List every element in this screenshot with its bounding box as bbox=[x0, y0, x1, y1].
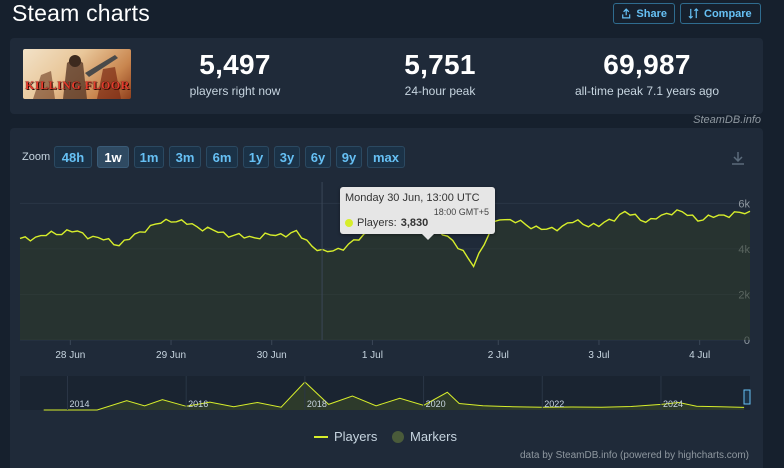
x-tick-label: 28 Jun bbox=[55, 350, 85, 361]
page-title: Steam charts bbox=[12, 0, 150, 26]
legend-players-label: Players bbox=[334, 429, 378, 444]
navigator-year-label: 2024 bbox=[663, 399, 683, 409]
download-icon[interactable] bbox=[730, 150, 746, 166]
navigator-handle bbox=[743, 389, 751, 405]
zoom-1y-button[interactable]: 1y bbox=[243, 146, 269, 168]
tooltip-series-label: Players: bbox=[357, 217, 397, 229]
x-tick-label: 2 Jul bbox=[488, 350, 509, 361]
stat-current: 5,497 players right now bbox=[150, 49, 320, 99]
zoom-1m-button[interactable]: 1m bbox=[134, 146, 164, 168]
steamdb-credit[interactable]: SteamDB.info bbox=[693, 114, 761, 126]
x-tick-label: 1 Jul bbox=[362, 350, 383, 361]
tooltip-series-dot bbox=[345, 219, 353, 227]
legend-markers[interactable]: Markers bbox=[392, 429, 457, 444]
tooltip-value: 3,830 bbox=[400, 217, 429, 229]
navigator-area bbox=[43, 382, 745, 410]
x-tick-label: 3 Jul bbox=[588, 350, 609, 361]
footer-credit: data by SteamDB.info (powered by highcha… bbox=[520, 450, 749, 461]
stat-all-time-peak-label: all-time peak 7.1 years ago bbox=[574, 84, 720, 98]
navigator-chart[interactable]: 2014 2016 2018 2020 2022 2024 bbox=[10, 376, 763, 421]
y-tick-label: 0 bbox=[744, 335, 750, 347]
zoom-label: Zoom bbox=[22, 151, 51, 163]
game-header-image[interactable]: KILLING FLOOR 2 bbox=[23, 49, 131, 99]
share-button[interactable]: Share bbox=[613, 3, 675, 24]
legend-players[interactable]: Players bbox=[314, 429, 377, 444]
zoom-9y-button[interactable]: 9y bbox=[336, 146, 362, 168]
compare-icon bbox=[688, 8, 699, 19]
game-art bbox=[33, 55, 121, 99]
share-icon bbox=[622, 8, 631, 19]
zoom-48h-button[interactable]: 48h bbox=[54, 146, 92, 168]
stat-current-value: 5,497 bbox=[199, 49, 271, 80]
navigator-year-label: 2022 bbox=[544, 399, 564, 409]
navigator-line bbox=[43, 381, 745, 411]
share-label: Share bbox=[636, 7, 667, 20]
zoom-3m-button[interactable]: 3m bbox=[169, 146, 201, 168]
x-tick-label: 4 Jul bbox=[689, 350, 710, 361]
markers-legend-dot bbox=[392, 430, 404, 443]
tooltip-row: Players: 3,830 bbox=[345, 217, 428, 229]
players-legend-line bbox=[314, 435, 328, 438]
x-tick-label: 30 Jun bbox=[257, 350, 287, 361]
tooltip-subtitle: 18:00 GMT+5 bbox=[433, 207, 489, 217]
stats-panel: KILLING FLOOR 2 5,497 players right now … bbox=[10, 38, 763, 114]
zoom-6m-button[interactable]: 6m bbox=[206, 146, 238, 168]
stat-24h-peak-label: 24-hour peak bbox=[404, 84, 476, 98]
tooltip-title: Monday 30 Jun, 13:00 UTC bbox=[345, 192, 480, 204]
stat-all-time-peak-value: 69,987 bbox=[603, 49, 691, 80]
chart-tooltip: Monday 30 Jun, 13:00 UTC 18:00 GMT+5 Pla… bbox=[340, 187, 495, 240]
compare-button[interactable]: Compare bbox=[680, 3, 761, 24]
zoom-1w-button[interactable]: 1w bbox=[97, 146, 129, 168]
zoom-6y-button[interactable]: 6y bbox=[305, 146, 331, 168]
zoom-max-button[interactable]: max bbox=[367, 146, 405, 168]
stat-current-label: players right now bbox=[189, 84, 281, 98]
legend-markers-label: Markers bbox=[410, 429, 457, 444]
zoom-3y-button[interactable]: 3y bbox=[274, 146, 300, 168]
players-area bbox=[20, 209, 750, 340]
stat-all-time-peak: 69,987 all-time peak 7.1 years ago bbox=[562, 49, 732, 99]
compare-label: Compare bbox=[704, 7, 752, 20]
y-tick-label: 6k bbox=[738, 198, 750, 210]
navigator-year-label: 2014 bbox=[69, 399, 89, 409]
stat-24h-peak: 5,751 24-hour peak bbox=[355, 49, 525, 99]
x-tick-label: 29 Jun bbox=[156, 350, 186, 361]
navigator-year-label: 2018 bbox=[307, 399, 327, 409]
navigator-year-label: 2016 bbox=[188, 399, 208, 409]
navigator-year-label: 2020 bbox=[426, 399, 446, 409]
stat-24h-peak-value: 5,751 bbox=[404, 49, 476, 80]
game-logo: KILLING FLOOR 2 bbox=[25, 78, 131, 92]
